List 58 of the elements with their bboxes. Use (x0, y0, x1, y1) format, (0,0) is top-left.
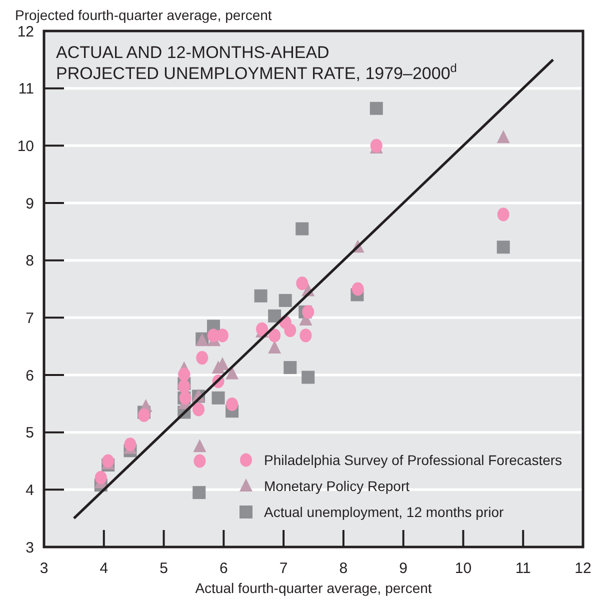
x-tick-label: 4 (100, 560, 108, 577)
point (268, 340, 282, 354)
point (497, 208, 510, 222)
point (302, 305, 314, 319)
y-tick-label: 7 (26, 310, 34, 327)
y-tick-label: 4 (26, 482, 34, 499)
point (138, 408, 150, 422)
point (370, 102, 383, 115)
x-tick-label: 12 (574, 560, 592, 577)
point (192, 402, 205, 416)
point (178, 380, 190, 394)
point (226, 366, 239, 380)
point (194, 454, 206, 468)
point (268, 309, 282, 322)
point (178, 368, 190, 382)
point (256, 322, 268, 336)
x-tick-label: 6 (219, 560, 228, 577)
x-tick-label: 10 (454, 560, 472, 577)
x-tick-label: 11 (515, 560, 531, 577)
point (193, 439, 206, 452)
y-tick-label: 8 (26, 252, 34, 270)
point (212, 391, 225, 404)
x-tick-label: 3 (40, 560, 48, 577)
point (254, 289, 268, 302)
point (352, 282, 364, 296)
legend-label: Philadelphia Survey of Professional Forecasters (264, 452, 562, 468)
point (496, 130, 510, 144)
y-tick-label: 11 (18, 80, 34, 98)
y-tick-label: 10 (17, 138, 34, 155)
y-tick-label: 3 (26, 539, 34, 556)
x-tick-label: 8 (339, 560, 348, 577)
point (296, 276, 308, 290)
point (302, 370, 315, 384)
y-tick-label: 6 (26, 367, 34, 384)
text: ACTUAL AND 12-MONTHS-AHEAD PROJECTED UNEMPLOYMENT RATE, 1979–2000$^{d}$ (56, 43, 457, 83)
point (278, 294, 292, 307)
legend-label: Actual unemployment, 12 months prior (264, 504, 504, 520)
point (496, 240, 510, 254)
y-tick-label: 12 (17, 23, 34, 40)
point (284, 323, 296, 338)
y-axis-title: Projected fourth-quarter average, percent (15, 7, 272, 23)
x-tick-label: 7 (279, 560, 288, 577)
legend-label: Monetary Policy Report (264, 478, 410, 494)
point (300, 328, 312, 342)
point (192, 486, 206, 500)
point (94, 470, 107, 484)
point (284, 361, 297, 374)
point (296, 222, 309, 236)
point (226, 397, 238, 412)
x-axis-title: Actual fourth-quarter average, percent (195, 580, 432, 596)
y-tick-label: 5 (26, 424, 34, 442)
point (216, 328, 228, 342)
point (124, 438, 136, 452)
x-tick-label: 9 (399, 560, 408, 577)
point (268, 328, 281, 342)
x-tick-label: 5 (160, 560, 168, 577)
y-tick-label: 9 (26, 195, 34, 212)
point (196, 351, 208, 365)
